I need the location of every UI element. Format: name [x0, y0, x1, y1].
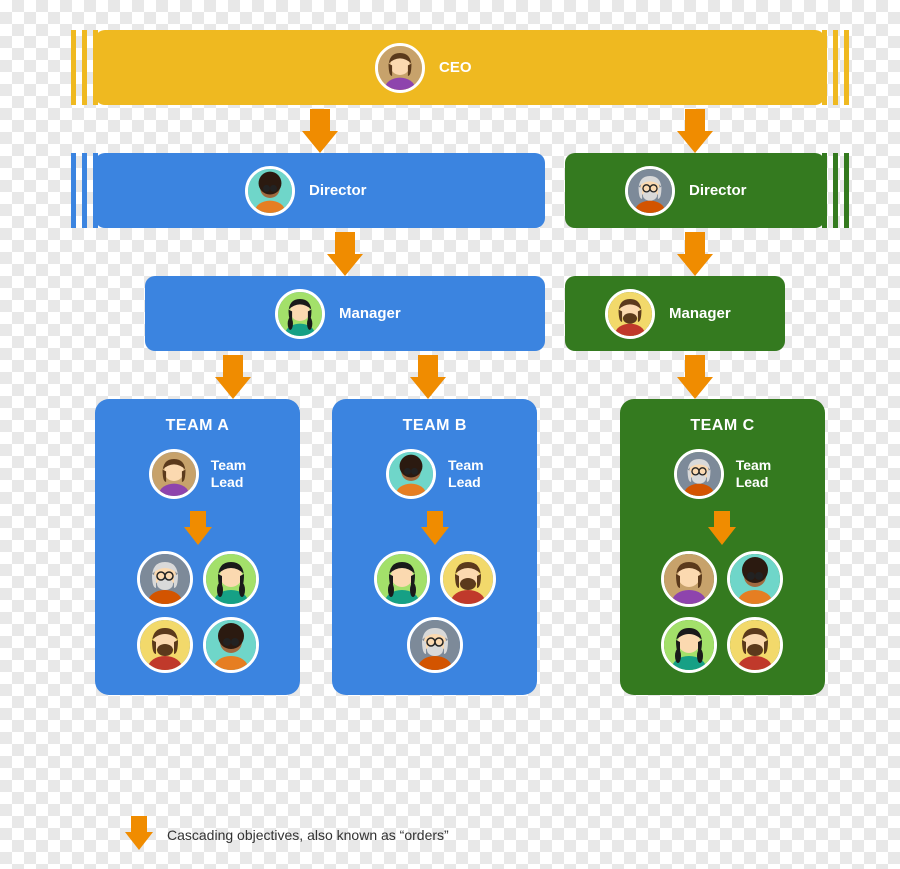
- member-avatar: [727, 551, 783, 607]
- team-a-members: [123, 551, 273, 673]
- team-a-lead-label: TeamLead: [211, 457, 247, 491]
- director-label-1: Director: [689, 182, 747, 199]
- team-title-c: TEAM C: [690, 417, 754, 435]
- member-avatar: [203, 551, 259, 607]
- manager-bar-0: Manager: [145, 276, 545, 351]
- ceo-label: CEO: [439, 59, 472, 76]
- manager-bar-1: Manager: [565, 276, 785, 351]
- member-avatar: [203, 617, 259, 673]
- director-label-0: Director: [309, 182, 367, 199]
- member-avatar: [440, 551, 496, 607]
- team-card-c: TEAM C TeamLead: [620, 399, 825, 695]
- manager-avatar-1: [605, 289, 655, 339]
- org-chart: CEO Director Director Manager: [95, 30, 825, 695]
- member-avatar: [137, 551, 193, 607]
- team-b-lead-avatar: [386, 449, 436, 499]
- ceo-bar: CEO: [95, 30, 825, 105]
- team-b-lead-label: TeamLead: [448, 457, 484, 491]
- director-avatar-1: [625, 166, 675, 216]
- director-bar-0: Director: [95, 153, 545, 228]
- team-c-lead-label: TeamLead: [736, 457, 772, 491]
- team-card-b: TEAM B TeamLead: [332, 399, 537, 695]
- member-avatar: [137, 617, 193, 673]
- member-avatar: [661, 617, 717, 673]
- member-avatar: [374, 551, 430, 607]
- team-b-members: [360, 551, 510, 673]
- legend: Cascading objectives, also known as “ord…: [125, 820, 449, 850]
- team-c-lead-avatar: [674, 449, 724, 499]
- team-title-b: TEAM B: [403, 417, 467, 435]
- team-card-a: TEAM A TeamLead: [95, 399, 300, 695]
- team-title-a: TEAM A: [166, 417, 230, 435]
- manager-label-1: Manager: [669, 305, 731, 322]
- member-avatar: [407, 617, 463, 673]
- director-bar-1: Director: [565, 153, 825, 228]
- manager-label-0: Manager: [339, 305, 401, 322]
- member-avatar: [727, 617, 783, 673]
- manager-avatar-0: [275, 289, 325, 339]
- ceo-avatar: [375, 43, 425, 93]
- team-a-lead-avatar: [149, 449, 199, 499]
- legend-text: Cascading objectives, also known as “ord…: [167, 827, 449, 843]
- director-avatar-0: [245, 166, 295, 216]
- member-avatar: [661, 551, 717, 607]
- team-c-members: [647, 551, 797, 673]
